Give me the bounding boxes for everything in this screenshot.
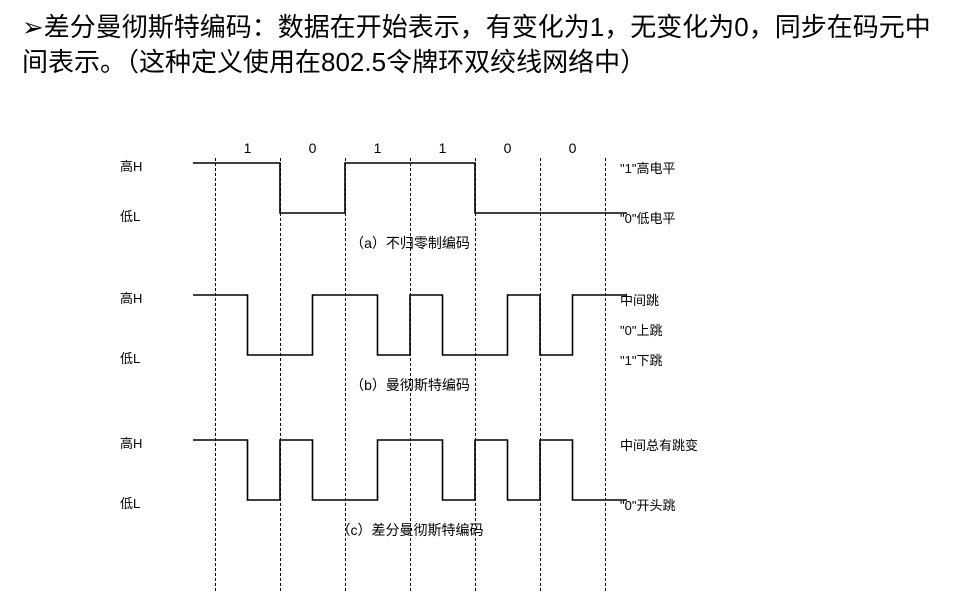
panel-caption: （c）差分曼彻斯特编码 — [215, 520, 605, 540]
bit-label: 1 — [433, 140, 453, 156]
bullet-icon: ➢ — [22, 12, 44, 42]
heading-text: ➢差分曼彻斯特编码：数据在开始表示，有变化为1，无变化为0，同步在码元中间表示。… — [22, 10, 932, 80]
bit-label: 1 — [238, 140, 258, 156]
heading-body: 差分曼彻斯特编码：数据在开始表示，有变化为1，无变化为0，同步在码元中间表示。（… — [22, 12, 931, 77]
panel-caption: （a）不归零制编码 — [215, 233, 605, 253]
panel-nrz: 高H低L"1"高电平"0"低电平（a）不归零制编码 — [0, 163, 954, 268]
panel-diff-manchester: 高H低L中间总有跳变"0"开头跳（c）差分曼彻斯特编码 — [0, 440, 954, 560]
panel-caption: （b）曼彻斯特编码 — [215, 375, 605, 395]
bit-label: 1 — [368, 140, 388, 156]
bit-label: 0 — [303, 140, 323, 156]
panel-manchester: 高H低L中间跳"0"上跳"1"下跳（b）曼彻斯特编码 — [0, 295, 954, 415]
encoding-diagram: 1 0 1 1 0 0 高H低L"1"高电平"0"低电平（a）不归零制编码 高H低L中间跳… — [0, 130, 954, 590]
bit-label: 0 — [563, 140, 583, 156]
bit-label: 0 — [498, 140, 518, 156]
